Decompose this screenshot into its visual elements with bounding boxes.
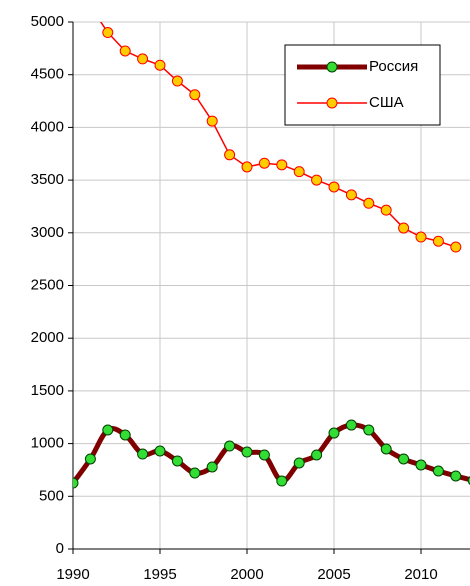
marker xyxy=(432,465,444,477)
y-tick-label: 1000 xyxy=(31,435,64,452)
marker xyxy=(328,427,340,439)
series-line xyxy=(99,22,457,248)
marker xyxy=(398,222,410,234)
marker xyxy=(363,424,375,436)
marker xyxy=(224,440,236,452)
marker xyxy=(276,475,288,487)
marker xyxy=(311,174,323,186)
marker xyxy=(398,453,410,465)
marker xyxy=(119,45,131,57)
marker xyxy=(171,455,183,467)
marker xyxy=(137,53,149,65)
y-tick-label: 3500 xyxy=(31,171,64,188)
y-tick-label: 2500 xyxy=(31,276,64,293)
legend-label: Россия xyxy=(369,58,418,75)
marker xyxy=(293,457,305,469)
y-tick-label: 0 xyxy=(56,540,64,557)
legend-label: США xyxy=(369,94,404,111)
marker xyxy=(415,459,427,471)
marker xyxy=(154,59,166,71)
marker xyxy=(380,204,392,216)
marker xyxy=(363,197,375,209)
marker xyxy=(345,189,357,201)
marker xyxy=(102,424,114,436)
x-tick-label: 2010 xyxy=(404,566,437,583)
marker xyxy=(450,241,462,253)
marker xyxy=(380,443,392,455)
marker xyxy=(189,89,201,101)
x-tick-label: 1990 xyxy=(56,566,89,583)
y-tick-label: 3000 xyxy=(31,224,64,241)
marker xyxy=(258,449,270,461)
marker xyxy=(241,161,253,173)
marker xyxy=(432,235,444,247)
plot-area xyxy=(73,1,470,489)
marker xyxy=(415,231,427,243)
y-tick-label: 4000 xyxy=(31,118,64,135)
legend-marker xyxy=(326,97,338,109)
marker xyxy=(206,115,218,127)
marker xyxy=(224,149,236,161)
marker xyxy=(171,75,183,87)
marker xyxy=(206,461,218,473)
marker xyxy=(102,27,114,39)
y-tick-label: 4500 xyxy=(31,66,64,83)
legend-box xyxy=(284,44,441,126)
marker xyxy=(84,453,96,465)
y-tick-label: 5000 xyxy=(31,13,64,30)
y-tick-label: 2000 xyxy=(31,329,64,346)
marker xyxy=(73,477,79,489)
marker xyxy=(85,1,95,11)
x-tick-label: 1995 xyxy=(143,566,176,583)
marker xyxy=(189,467,201,479)
marker xyxy=(276,159,288,171)
x-tick-label: 2000 xyxy=(230,566,263,583)
marker xyxy=(328,181,340,193)
marker xyxy=(119,429,131,441)
legend-marker xyxy=(326,61,338,73)
marker xyxy=(450,470,462,482)
y-tick-label: 1500 xyxy=(31,382,64,399)
x-tick-label: 2005 xyxy=(317,566,350,583)
series-line xyxy=(73,422,470,485)
marker xyxy=(345,419,357,431)
marker xyxy=(154,445,166,457)
marker xyxy=(241,446,253,458)
y-tick-label: 500 xyxy=(39,487,64,504)
marker xyxy=(311,449,323,461)
marker xyxy=(137,448,149,460)
marker xyxy=(293,166,305,178)
marker xyxy=(258,157,270,169)
